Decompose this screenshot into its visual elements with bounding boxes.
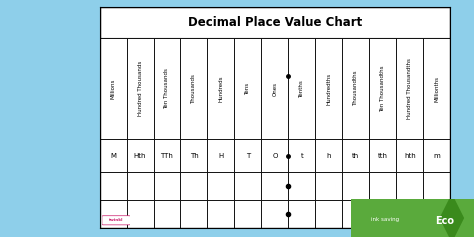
Bar [396,200,423,228]
Bar [181,139,208,173]
Text: Hundreds: Hundreds [219,75,223,102]
Text: t: t [301,153,303,159]
Bar [342,38,369,139]
Text: Tenths: Tenths [300,80,304,98]
Text: twinkl: twinkl [109,218,123,222]
Bar [342,200,369,228]
Bar [154,38,181,139]
Bar [369,173,396,200]
Bar [423,139,450,173]
Text: M: M [110,153,116,159]
Bar [288,173,315,200]
Bar [235,173,262,200]
Text: tth: tth [378,153,388,159]
Text: ink saving: ink saving [371,217,399,223]
Text: O: O [272,153,278,159]
Bar [315,200,342,228]
Text: Thousands: Thousands [191,74,197,104]
Bar [315,139,342,173]
Bar [100,38,127,139]
Bar [235,200,262,228]
Text: Eco: Eco [435,216,454,226]
Bar [208,173,235,200]
Text: hth: hth [404,153,416,159]
Bar [342,173,369,200]
Text: H: H [219,153,224,159]
Bar [342,139,369,173]
Bar [423,38,450,139]
Text: Decimal Place Value Chart: Decimal Place Value Chart [188,16,362,29]
Text: TTh: TTh [161,153,173,159]
Polygon shape [439,193,464,237]
Bar [181,38,208,139]
Bar [396,139,423,173]
Text: T: T [246,153,250,159]
Bar [262,139,288,173]
Bar [100,173,127,200]
Text: Ones: Ones [273,82,277,96]
Bar [154,200,181,228]
Bar [181,200,208,228]
Bar [127,139,154,173]
Text: m: m [433,153,440,159]
Bar [127,38,154,139]
Bar [288,139,315,173]
Bar [288,38,315,139]
Bar [235,38,262,139]
Bar [262,200,288,228]
Bar [262,173,288,200]
Text: th: th [352,153,359,159]
Bar [423,200,450,228]
Bar [235,139,262,173]
Bar [396,173,423,200]
Bar [127,173,154,200]
Text: Hundred Thousandths: Hundred Thousandths [407,58,412,119]
Text: h: h [327,153,331,159]
Bar [208,38,235,139]
Bar [100,7,450,38]
Bar [315,38,342,139]
Bar [423,173,450,200]
Text: Millions: Millions [110,78,116,99]
Bar [315,173,342,200]
Bar [369,38,396,139]
Text: Tens: Tens [246,83,250,95]
Text: Millionths: Millionths [434,76,439,102]
Text: Hth: Hth [134,153,146,159]
Bar [288,200,315,228]
Text: Ten Thousands: Ten Thousands [164,68,170,109]
Bar [127,200,154,228]
Bar [154,173,181,200]
Bar [100,200,127,228]
Text: Hundredths: Hundredths [327,73,331,105]
Text: Th: Th [190,153,198,159]
Bar [262,38,288,139]
Bar [369,200,396,228]
Bar [369,139,396,173]
Text: Thousandths: Thousandths [353,71,358,106]
Bar [208,139,235,173]
Text: Ten Thousandths: Ten Thousandths [380,65,385,112]
FancyBboxPatch shape [102,216,130,225]
Bar [100,139,127,173]
Bar [181,173,208,200]
Text: Hundred Thousands: Hundred Thousands [137,61,143,116]
Bar [154,139,181,173]
Bar [208,200,235,228]
Bar [396,38,423,139]
